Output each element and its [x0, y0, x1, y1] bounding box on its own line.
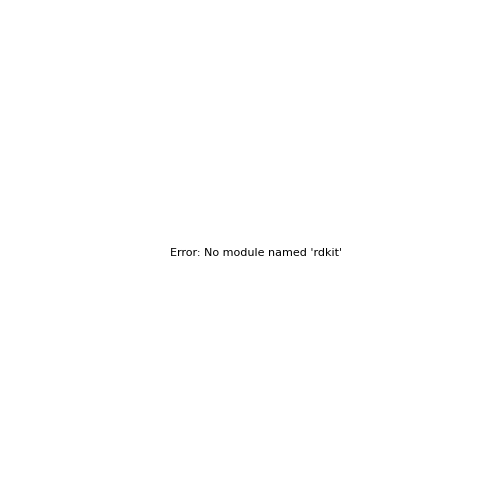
Text: Error: No module named 'rdkit': Error: No module named 'rdkit' — [170, 248, 342, 258]
